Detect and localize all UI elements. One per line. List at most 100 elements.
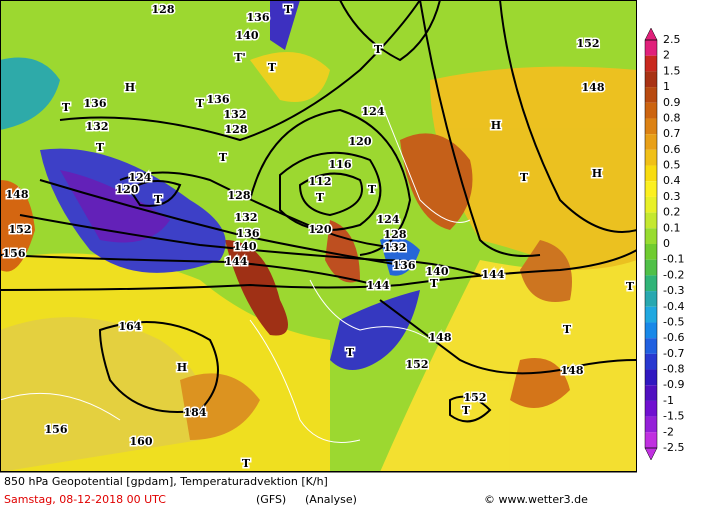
colorbar-swatch xyxy=(645,228,657,244)
contour-label: T xyxy=(520,171,529,184)
contour-label: 136 xyxy=(247,11,270,24)
colorbar-label: 0.8 xyxy=(663,111,681,124)
contour-label: 128 xyxy=(384,228,407,241)
colorbar-label: 0.6 xyxy=(663,143,681,156)
contour-label: 128 xyxy=(152,3,175,16)
contour-label: T xyxy=(284,3,293,16)
contour-label: 164 xyxy=(119,320,142,333)
colorbar-swatch xyxy=(645,416,657,433)
contour-label: T xyxy=(462,404,471,417)
contour-label: 152 xyxy=(464,391,487,404)
colorbar-label: 2.5 xyxy=(663,33,681,46)
contour-label: 120 xyxy=(349,135,372,148)
colorbar-label: 2 xyxy=(663,49,670,62)
colorbar-label: -0.1 xyxy=(663,253,684,266)
colorbar-label: 0.4 xyxy=(663,174,681,187)
contours xyxy=(0,0,637,423)
colorbar-label: 0.2 xyxy=(663,206,681,219)
contour-label: T xyxy=(626,280,635,293)
colorbar-label: 0.9 xyxy=(663,96,681,109)
contour-label: H xyxy=(177,361,187,374)
colorbar-swatch xyxy=(645,118,657,135)
colorbar-label: -2 xyxy=(663,425,674,438)
coastlines xyxy=(0,99,471,443)
contour-label: 148 xyxy=(582,81,605,94)
contour-label: T xyxy=(430,277,439,290)
colorbar-swatch xyxy=(645,385,657,401)
colorbar-label: -0.7 xyxy=(663,347,684,360)
colorbar-swatch xyxy=(645,40,657,56)
contour-label: 116 xyxy=(329,158,352,171)
colorbar-swatch xyxy=(645,87,657,103)
contour-label: 124 xyxy=(377,213,400,226)
contour-label: T xyxy=(374,43,383,56)
colorbar-swatch xyxy=(645,244,657,260)
colorbar-arrow-bottom xyxy=(644,447,658,461)
contour-label: 124 xyxy=(129,171,152,184)
contour-label: 160 xyxy=(130,435,153,448)
contour-label: T xyxy=(154,193,163,206)
contour-label: 112 xyxy=(309,175,332,188)
colorbar-swatch xyxy=(645,338,657,354)
colorbar-label: -0.6 xyxy=(663,331,684,344)
footer-model: (GFS) xyxy=(256,493,286,506)
contour-label: 156 xyxy=(45,423,68,436)
contour-label: 128 xyxy=(228,189,251,202)
colorbar-label: 1.5 xyxy=(663,64,681,77)
colorbar-swatch xyxy=(645,400,657,417)
footer-date: Samstag, 08-12-2018 00 UTC xyxy=(4,493,166,506)
contour-label: T xyxy=(196,97,205,110)
colorbar-swatch xyxy=(645,149,657,166)
colorbar-swatch xyxy=(645,196,657,213)
colorbar-label: 1 xyxy=(663,80,670,93)
colorbar-arrow-top xyxy=(644,27,658,41)
colorbar-label: -0.4 xyxy=(663,300,684,313)
colorbar-swatch xyxy=(645,259,657,276)
colorbar-swatch xyxy=(645,212,657,229)
colorbar-swatch xyxy=(645,71,657,88)
colorbar-label: -0.3 xyxy=(663,284,684,297)
legend: 2.5 2 1.5 1 0.9 0.8 0.7 0.6 0.5 0.4 0.3 0.2 0.1 0 -0.1… xyxy=(644,27,684,461)
contour-label: 124 xyxy=(362,105,385,118)
contour-label: 152 xyxy=(9,223,32,236)
contour-label: 136 xyxy=(393,259,416,272)
contour-label: T xyxy=(242,457,251,470)
colorbar-swatch xyxy=(645,134,657,150)
colorbar-swatch xyxy=(645,432,657,448)
contour-label: 144 xyxy=(367,279,390,292)
contour-label: T xyxy=(346,346,355,359)
contour-label: 184 xyxy=(184,406,207,419)
contour-label: T xyxy=(268,61,277,74)
colorbar-label: 0.7 xyxy=(663,127,681,140)
contour-label: T' xyxy=(234,51,246,64)
contour-label: T xyxy=(96,141,105,154)
contour-label: H xyxy=(491,119,501,132)
contour-label: 140 xyxy=(236,29,259,42)
contour-label: H xyxy=(125,81,135,94)
colorbar-swatch xyxy=(645,291,657,307)
colorbar-label: -0.9 xyxy=(663,378,684,391)
contour-label: 132 xyxy=(86,120,109,133)
colorbar-swatch xyxy=(645,102,657,119)
contour-label: 144 xyxy=(225,255,248,268)
colorbar-swatch xyxy=(645,306,657,323)
footer-credit: © www.wetter3.de xyxy=(484,493,588,506)
contour-label: H xyxy=(592,167,602,180)
contour-label: 132 xyxy=(235,211,258,224)
contour-label: 148 xyxy=(6,188,29,201)
contour-label: 132 xyxy=(384,241,407,254)
contour-label: 136 xyxy=(237,227,260,240)
colorbar-swatch xyxy=(645,322,657,339)
colorbar-swatch xyxy=(645,275,657,292)
contour-label: 136 xyxy=(207,93,230,106)
contour-label: 140 xyxy=(234,240,257,253)
colorbar-swatch xyxy=(645,165,657,182)
colorbar-swatch xyxy=(645,181,657,197)
contour-label: 152 xyxy=(577,37,600,50)
colorbar-swatch xyxy=(645,55,657,72)
contour-label: 132 xyxy=(224,108,247,121)
contour-label: 148 xyxy=(429,331,452,344)
contour-label: 136 xyxy=(84,97,107,110)
